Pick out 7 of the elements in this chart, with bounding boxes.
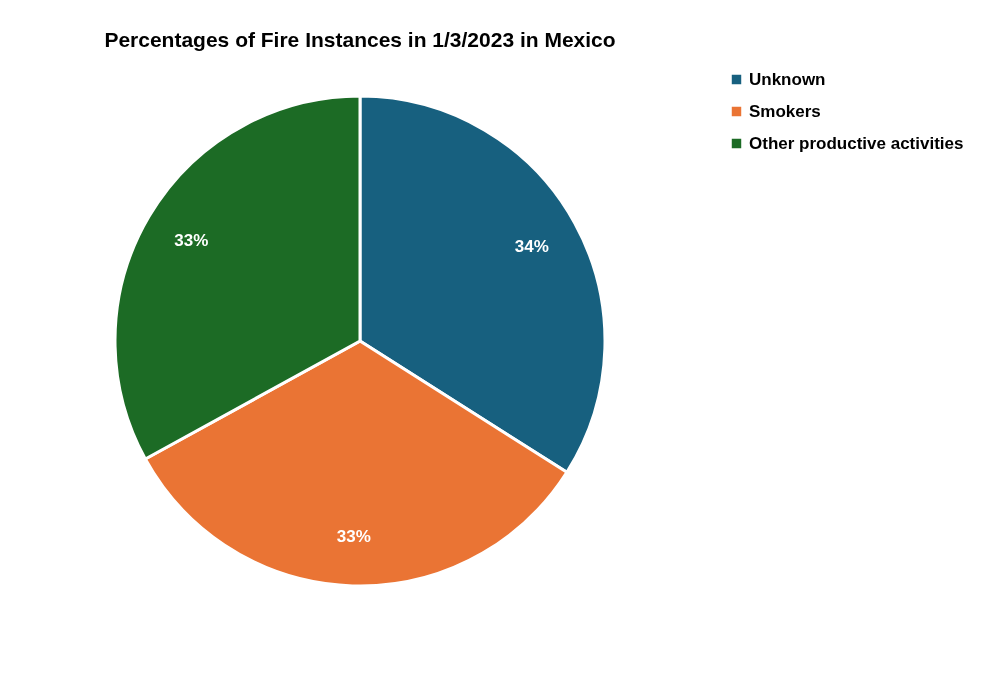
data-label: 33% xyxy=(336,526,371,546)
data-label: 34% xyxy=(514,236,549,256)
legend-label: Other productive activities xyxy=(749,133,964,153)
chart-title: Percentages of Fire Instances in 1/3/2023 in Mexico xyxy=(104,28,616,51)
legend-label: Smokers xyxy=(749,101,821,121)
legend-label: Unknown xyxy=(749,69,826,89)
data-label: 33% xyxy=(174,231,209,251)
